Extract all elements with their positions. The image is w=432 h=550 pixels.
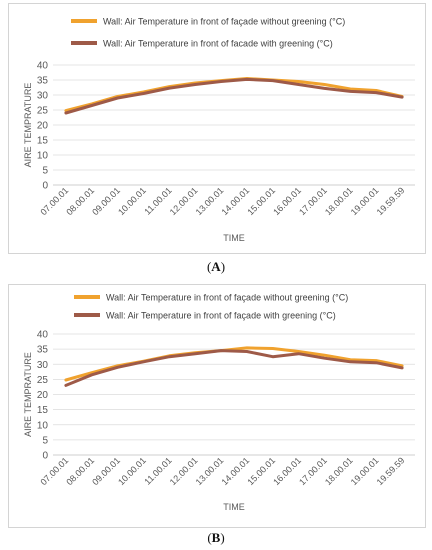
x-tick-label: 10.00.01 bbox=[116, 455, 148, 487]
series-line-1 bbox=[64, 349, 404, 387]
chart-panel-b: Wall: Air Temperature in front of façade… bbox=[8, 284, 426, 528]
y-tick-label: 35 bbox=[37, 345, 49, 356]
caption-b-label: B bbox=[211, 530, 221, 545]
y-axis-title: AIRE TEMPRATURE bbox=[23, 83, 33, 168]
chart-panel-a: Wall: Air Temperature in front of façade… bbox=[8, 3, 426, 254]
series-line-1 bbox=[64, 77, 404, 115]
y-tick-label: 10 bbox=[37, 420, 49, 431]
x-axis-title: TIME bbox=[223, 502, 245, 512]
series-line-0 bbox=[64, 77, 404, 113]
y-tick-label: 20 bbox=[37, 390, 49, 401]
y-axis-title: AIRE TEMPRATURE bbox=[23, 352, 33, 437]
y-tick-label: 15 bbox=[37, 136, 49, 147]
y-tick-label: 30 bbox=[37, 360, 49, 371]
y-tick-label: 30 bbox=[37, 91, 49, 102]
legend-label-1: Wall: Air Temperature in front of façade… bbox=[106, 311, 336, 321]
x-axis-title: TIME bbox=[223, 233, 245, 243]
y-tick-label: 10 bbox=[37, 151, 49, 162]
y-tick-label: 0 bbox=[42, 451, 48, 462]
y-tick-label: 40 bbox=[37, 61, 49, 72]
y-tick-label: 0 bbox=[42, 181, 48, 192]
y-tick-label: 15 bbox=[37, 405, 49, 416]
caption-a: (A) bbox=[206, 259, 226, 274]
legend-label-0: Wall: Air Temperature in front of façade… bbox=[106, 293, 348, 303]
y-tick-label: 5 bbox=[42, 166, 48, 177]
x-tick-label: 10.00.01 bbox=[116, 185, 148, 217]
y-tick-label: 25 bbox=[37, 375, 49, 386]
y-tick-label: 5 bbox=[42, 435, 48, 446]
caption-a-label: A bbox=[211, 259, 221, 274]
legend-label-1: Wall: Air Temperature in front of facade… bbox=[103, 39, 333, 49]
caption-b: (B) bbox=[207, 530, 225, 545]
x-tick-label: 19.59.59 bbox=[375, 185, 407, 217]
y-tick-label: 40 bbox=[37, 330, 49, 341]
y-tick-label: 20 bbox=[37, 121, 49, 132]
y-tick-label: 35 bbox=[37, 76, 49, 87]
line-chart-b: Wall: Air Temperature in front of façade… bbox=[23, 293, 415, 512]
line-chart-a: Wall: Air Temperature in front of façade… bbox=[23, 17, 415, 243]
legend-label-0: Wall: Air Temperature in front of façade… bbox=[103, 17, 345, 27]
y-tick-label: 25 bbox=[37, 106, 49, 117]
x-tick-label: 19.59.59 bbox=[375, 455, 407, 487]
